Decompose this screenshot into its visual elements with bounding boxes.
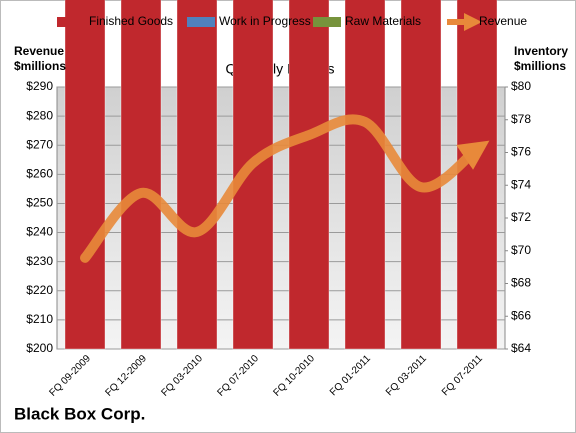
y2-tick-label: $68 xyxy=(511,276,531,290)
bar-segment xyxy=(288,0,330,350)
y2-tick-label: $74 xyxy=(511,177,531,191)
chart-title: Black Box Corp. xyxy=(14,404,145,423)
bar-segment xyxy=(456,0,498,350)
y-tick-label: $290 xyxy=(26,79,53,93)
x-tick-label: FQ 07-2011 xyxy=(440,353,485,398)
legend-swatch xyxy=(57,17,85,27)
legend-label: Work in Progress xyxy=(219,14,311,28)
y2-tick-label: $70 xyxy=(511,243,531,257)
bar-segment xyxy=(344,0,386,350)
y-tick-label: $240 xyxy=(26,225,53,239)
y-axis-title: Revenue $millions xyxy=(14,44,67,73)
y-tick-label: $260 xyxy=(26,167,53,181)
line xyxy=(80,114,490,263)
bar-segment xyxy=(176,0,218,350)
x-tick-label: FQ 09-2009 xyxy=(47,353,93,399)
y-tick-label: $280 xyxy=(26,108,53,122)
x-tick-label: FQ 12-2009 xyxy=(103,353,149,399)
y2-tick-label: $66 xyxy=(511,308,531,322)
x-tick-label: FQ 07-2010 xyxy=(215,353,261,399)
y2-tick-label: $72 xyxy=(511,210,531,224)
legend-label: Finished Goods xyxy=(89,14,173,28)
y2-tick-label: $64 xyxy=(511,341,531,355)
legend-swatch xyxy=(313,17,341,27)
x-tick-label: FQ 10-2010 xyxy=(271,353,317,399)
x-tick-label: FQ 03-2010 xyxy=(159,353,205,399)
legend-label: Raw Materials xyxy=(345,14,421,28)
bar-segment xyxy=(120,0,162,350)
x-tick-label: FQ 03-2011 xyxy=(384,353,429,398)
y-tick-label: $220 xyxy=(26,283,53,297)
y-tick-label: $270 xyxy=(26,137,53,151)
bar-segment xyxy=(64,0,106,350)
y2-tick-label: $76 xyxy=(511,145,531,159)
y-tick-label: $250 xyxy=(26,196,53,210)
x-tick-label: FQ 01-2011 xyxy=(328,353,373,398)
legend-swatch xyxy=(187,17,215,27)
y2-axis-title: Inventory $millions xyxy=(514,44,569,73)
y-tick-label: $230 xyxy=(26,254,53,268)
legend-label: Revenue xyxy=(479,14,527,28)
y-tick-label: $210 xyxy=(26,312,53,326)
y2-tick-label: $80 xyxy=(511,79,531,93)
y-tick-label: $200 xyxy=(26,341,53,355)
y2-tick-label: $78 xyxy=(511,112,531,126)
